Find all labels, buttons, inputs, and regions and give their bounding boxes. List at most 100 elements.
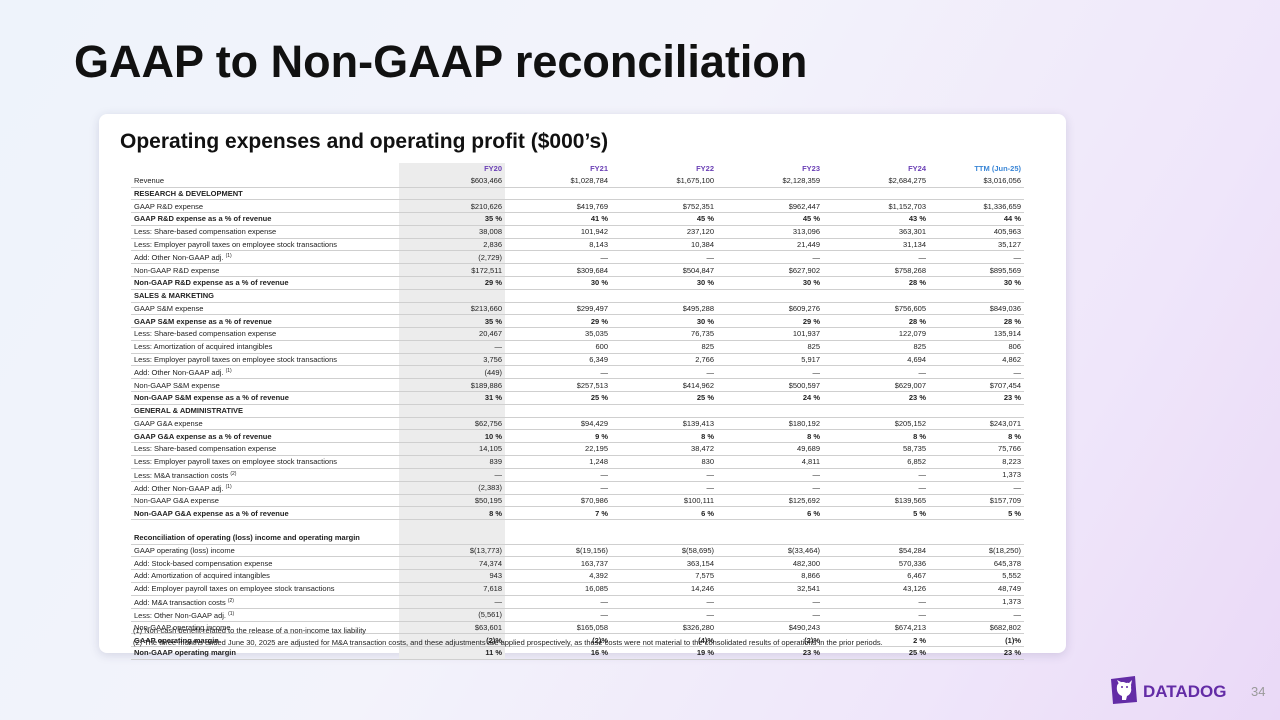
value-cell: 28 % — [823, 314, 929, 328]
value-cell: 45 % — [717, 212, 823, 226]
table-row: Less: Share-based compensation expense 20… — [131, 327, 1024, 341]
value-cell — [611, 520, 717, 532]
value-cell: — — [823, 481, 929, 495]
value-cell: — — [717, 468, 823, 482]
value-cell: (5,561) — [399, 608, 505, 622]
table-row: GAAP G&A expense $62,756 $94,429 $139,413 $1… — [131, 417, 1024, 431]
value-cell: $1,152,703 — [823, 199, 929, 213]
value-cell: $504,847 — [611, 263, 717, 277]
row-label: Less: Employer payroll taxes on employee… — [131, 455, 399, 469]
value-cell — [505, 404, 611, 418]
value-cell — [929, 289, 1024, 303]
table-row: GAAP G&A expense as a % of revenue 10 % 9 … — [131, 429, 1024, 443]
value-cell: — — [611, 365, 717, 380]
value-cell: $758,268 — [823, 263, 929, 277]
table-row: Add: Employer payroll taxes on employee … — [131, 582, 1024, 596]
value-cell — [929, 404, 1024, 418]
value-cell: 29 % — [399, 276, 505, 290]
value-cell — [717, 531, 823, 545]
table-row: Less: M&A transaction costs (2) — — — — —1,37… — [131, 468, 1024, 482]
row-label: RESEARCH & DEVELOPMENT — [131, 187, 399, 201]
row-label: SALES & MARKETING — [131, 289, 399, 303]
value-cell: 35,127 — [929, 238, 1024, 252]
value-cell: — — [505, 250, 611, 265]
value-cell: 28 % — [929, 314, 1024, 328]
footnote-marker: (1) — [225, 253, 232, 260]
value-cell: 645,378 — [929, 556, 1024, 570]
value-cell: — — [505, 608, 611, 622]
value-cell: $849,036 — [929, 302, 1024, 316]
value-cell: $205,152 — [823, 417, 929, 431]
value-cell: 43 % — [823, 212, 929, 226]
value-cell: $326,280 — [611, 621, 717, 635]
value-cell: 1,373 — [929, 595, 1024, 609]
value-cell: 6,349 — [505, 353, 611, 367]
value-cell: 570,336 — [823, 556, 929, 570]
value-cell — [399, 187, 505, 201]
row-label: Non-GAAP R&D expense as a % of revenue — [131, 276, 399, 290]
value-cell: 29 % — [505, 314, 611, 328]
value-cell — [611, 404, 717, 418]
value-cell: 21,449 — [717, 238, 823, 252]
value-cell — [823, 520, 929, 532]
table-row: RESEARCH & DEVELOPMENT — [131, 187, 1024, 201]
table-row: Non-GAAP G&A expense as a % of revenue 8 … — [131, 506, 1024, 520]
value-cell: (1)% — [929, 633, 1024, 647]
value-cell: — — [399, 595, 505, 609]
value-cell: 806 — [929, 340, 1024, 354]
value-cell: — — [399, 468, 505, 482]
value-cell — [399, 519, 505, 532]
table-header-row: FY20 FY21 FY22 FY23 FY24 TTM (Jun-25) — [131, 163, 1024, 175]
value-cell: 6,852 — [823, 455, 929, 469]
page-title: GAAP to Non-GAAP reconciliation — [74, 36, 808, 87]
value-cell: 8 % — [611, 429, 717, 443]
row-label: Add: Employer payroll taxes on employee … — [131, 582, 399, 596]
value-cell: $70,986 — [505, 494, 611, 508]
value-cell: $210,626 — [399, 199, 505, 213]
row-label: GAAP G&A expense — [131, 417, 399, 431]
value-cell: — — [823, 608, 929, 622]
value-cell: 8,143 — [505, 238, 611, 252]
value-cell: $(58,695) — [611, 544, 717, 558]
value-cell: $674,213 — [823, 621, 929, 635]
table-row: GAAP S&M expense as a % of revenue 35 % 29… — [131, 314, 1024, 328]
value-cell: 2,836 — [399, 238, 505, 252]
value-cell: 4,392 — [505, 569, 611, 583]
value-cell: 10 % — [399, 429, 505, 443]
row-label: Less: Share-based compensation expense — [131, 225, 399, 239]
table-row: Less: Other Non-GAAP adj. (1) (5,561) — — — —… — [131, 608, 1024, 622]
value-cell — [399, 404, 505, 418]
value-cell: — — [717, 595, 823, 609]
value-cell: 23 % — [823, 391, 929, 405]
value-cell: $309,684 — [505, 263, 611, 277]
value-cell: 5,917 — [717, 353, 823, 367]
value-cell: 7 % — [505, 506, 611, 520]
value-cell: $752,351 — [611, 199, 717, 213]
table-row: Non-GAAP S&M expense $189,886 $257,513 $414… — [131, 378, 1024, 392]
page-number: 34 — [1251, 684, 1266, 699]
value-cell: 11 % — [399, 646, 505, 660]
value-cell: 7,575 — [611, 569, 717, 583]
value-cell — [823, 404, 929, 418]
value-cell: 23 % — [929, 391, 1024, 405]
value-cell: $257,513 — [505, 378, 611, 392]
row-label: GAAP R&D expense as a % of revenue — [131, 212, 399, 226]
value-cell: 38,008 — [399, 225, 505, 239]
value-cell: — — [611, 468, 717, 482]
table-row: Less: Employer payroll taxes on employee… — [131, 353, 1024, 367]
value-cell: 32,541 — [717, 582, 823, 596]
row-label: Less: Employer payroll taxes on employee… — [131, 353, 399, 367]
value-cell: $609,276 — [717, 302, 823, 316]
value-cell: — — [611, 595, 717, 609]
value-cell: — — [717, 250, 823, 265]
value-cell: $414,962 — [611, 378, 717, 392]
card-title: Operating expenses and operating profit … — [120, 130, 609, 153]
value-cell: — — [505, 365, 611, 380]
footnotes: (1) Non-cash benefit related to the rele… — [133, 625, 883, 648]
value-cell: 600 — [505, 340, 611, 354]
value-cell: — — [611, 481, 717, 495]
row-label: Non-GAAP G&A expense — [131, 494, 399, 508]
value-cell — [505, 520, 611, 532]
table-row: Non-GAAP G&A expense $50,195 $70,986 $100,1… — [131, 494, 1024, 508]
value-cell: 135,914 — [929, 327, 1024, 341]
